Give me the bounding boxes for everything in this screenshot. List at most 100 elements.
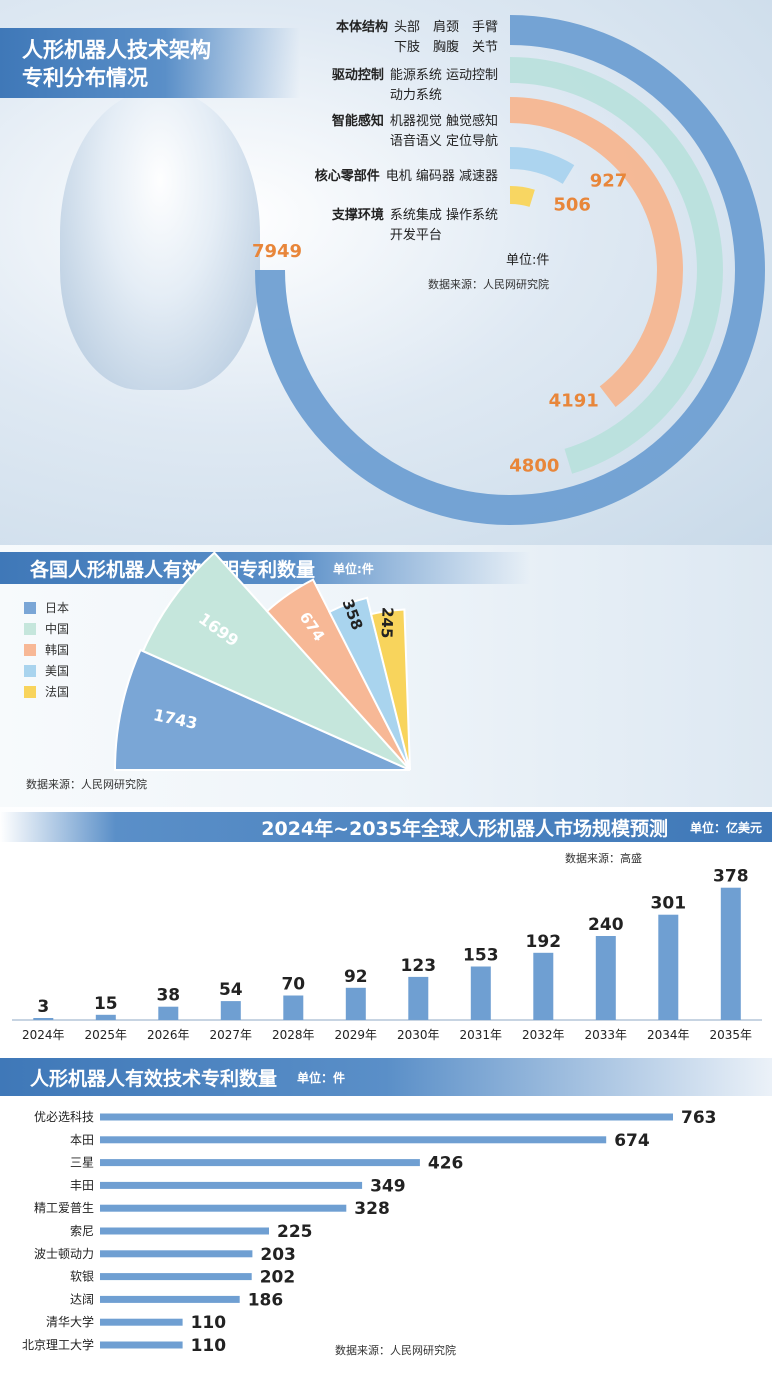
company-bar-chart: 优必选科技 763 本田 674 三星 426 丰田 349 精工爱普生 328 索尼 225 波士顿动… [22, 1108, 717, 1356]
market-bar [470, 966, 491, 1020]
market-year-label: 2034年 [647, 1028, 690, 1042]
company-value-label: 426 [428, 1154, 464, 1174]
market-value-label: 301 [651, 894, 687, 914]
company-title: 人形机器人有效技术专利数量 [30, 1067, 278, 1090]
legend-item: 美国 [24, 660, 69, 681]
company-value-label: 674 [614, 1131, 650, 1151]
company-bar [100, 1250, 253, 1258]
company-label: 本田 [70, 1133, 94, 1147]
market-bar [283, 995, 304, 1020]
arc-category-items: 能源系统 运动控制 [389, 68, 498, 83]
arc-category-items: 系统集成 操作系统 [389, 208, 498, 223]
legend-item: 日本 [24, 597, 69, 618]
market-value-label: 153 [463, 946, 499, 966]
country-unit: 单位:件 [333, 561, 374, 576]
arc-category-name: 智能感知 [331, 114, 384, 129]
arc-source: 数据来源：人民网研究院 [428, 278, 549, 291]
arc-title-banner: 人形机器人技术架构 专利分布情况 [0, 28, 300, 98]
market-value-label: 123 [401, 956, 437, 976]
arc-category-name: 驱动控制 [331, 68, 384, 83]
arc-5 [509, 185, 535, 207]
arc-title-line1: 人形机器人技术架构 [22, 38, 211, 62]
arc-value-label: 4800 [509, 455, 559, 476]
market-value-label: 15 [94, 994, 118, 1014]
legend-swatch [24, 685, 36, 698]
market-unit: 单位：亿美元 [689, 820, 762, 835]
arc-2 [509, 57, 723, 474]
arc-category-4: 核心零部件 电机 编码器 减速器 [315, 167, 498, 187]
arc-value-label: 506 [553, 194, 591, 215]
fan-slice-4 [328, 596, 411, 771]
arc-category-1: 本体结构 头部 肩颈 手臂 下肢 胸腹 关节 [336, 18, 498, 58]
market-year-label: 2024年 [22, 1028, 65, 1042]
arc-category-5: 支撑环境 系统集成 操作系统 开发平台 [332, 206, 498, 246]
arc-category-items: 头部 肩颈 手臂 [393, 20, 498, 35]
company-source: 数据来源：人民网研究院 [335, 1344, 456, 1357]
company-label: 北京理工大学 [22, 1337, 94, 1352]
market-year-label: 2035年 [710, 1028, 753, 1042]
market-value-label: 92 [344, 967, 368, 987]
company-label: 索尼 [70, 1224, 94, 1238]
legend-label: 日本 [45, 601, 70, 615]
market-year-label: 2031年 [460, 1028, 503, 1042]
company-label: 精工爱普生 [34, 1201, 94, 1215]
legend-swatch [24, 622, 36, 635]
market-title: 2024年~2035年全球人形机器人市场规模预测 [261, 817, 668, 840]
legend-swatch [24, 601, 36, 614]
legend-label: 韩国 [45, 643, 70, 657]
company-value-label: 349 [370, 1176, 406, 1196]
market-bar [408, 976, 429, 1020]
market-value-label: 38 [156, 986, 180, 1006]
arc-chart: 7949 4800 4191 927 506 [252, 15, 765, 525]
company-bar [100, 1273, 252, 1281]
company-bar [100, 1181, 363, 1189]
legend-label: 美国 [45, 664, 70, 678]
arc-panel [0, 0, 772, 545]
arc-category-name: 支撑环境 [331, 208, 384, 223]
company-value-label: 202 [260, 1268, 296, 1288]
market-value-label: 192 [526, 932, 562, 952]
market-source: 数据来源：高盛 [565, 852, 642, 865]
country-legend: 日本中国韩国美国法国 [24, 597, 69, 702]
company-bar [100, 1295, 240, 1303]
company-value-label: 110 [191, 1313, 227, 1333]
market-bar [95, 1014, 116, 1021]
company-bar [100, 1159, 420, 1167]
legend-item: 韩国 [24, 639, 69, 660]
market-year-label: 2028年 [272, 1028, 315, 1042]
arc-category-3: 智能感知 机器视觉 触觉感知 语音语义 定位导航 [332, 112, 498, 152]
company-label: 软银 [70, 1270, 94, 1284]
market-value-label: 3 [37, 997, 49, 1017]
company-bar [100, 1204, 347, 1212]
market-value-label: 378 [713, 867, 749, 887]
market-year-label: 2030年 [397, 1028, 440, 1042]
market-value-label: 70 [281, 975, 305, 995]
company-value-label: 328 [354, 1199, 390, 1219]
arc-category-name: 本体结构 [335, 20, 388, 35]
legend-item: 中国 [24, 618, 69, 639]
company-value-label: 225 [277, 1222, 313, 1242]
legend-label: 中国 [45, 622, 70, 636]
legend-item: 法国 [24, 681, 69, 702]
arc-3 [509, 97, 683, 407]
market-bar [33, 1018, 54, 1020]
company-bar [100, 1113, 673, 1121]
company-label: 优必选科技 [34, 1110, 94, 1124]
country-title-banner: 各国人形机器人有效发明专利数量 单位:件 [0, 552, 530, 584]
arc-title-line2: 专利分布情况 [22, 66, 148, 90]
company-label: 清华大学 [46, 1314, 94, 1329]
company-title-banner: 人形机器人有效技术专利数量 单位：件 [0, 1058, 772, 1096]
arc-4 [509, 147, 575, 185]
market-year-label: 2026年 [147, 1028, 190, 1042]
arc-unit: 单位:件 [506, 253, 550, 268]
arc-category-2: 驱动控制 能源系统 运动控制 动力系统 [332, 66, 498, 106]
market-title-banner: 2024年~2035年全球人形机器人市场规模预测 单位：亿美元 [0, 812, 772, 842]
arc-value-label: 927 [590, 170, 628, 191]
company-value-label: 203 [260, 1245, 296, 1265]
market-bar [595, 936, 616, 1020]
arc-category-items-2: 下肢 胸腹 关节 [393, 40, 498, 55]
market-value-label: 54 [219, 980, 243, 1000]
fan-slice-5 [369, 608, 411, 771]
company-unit: 单位：件 [297, 1070, 346, 1085]
